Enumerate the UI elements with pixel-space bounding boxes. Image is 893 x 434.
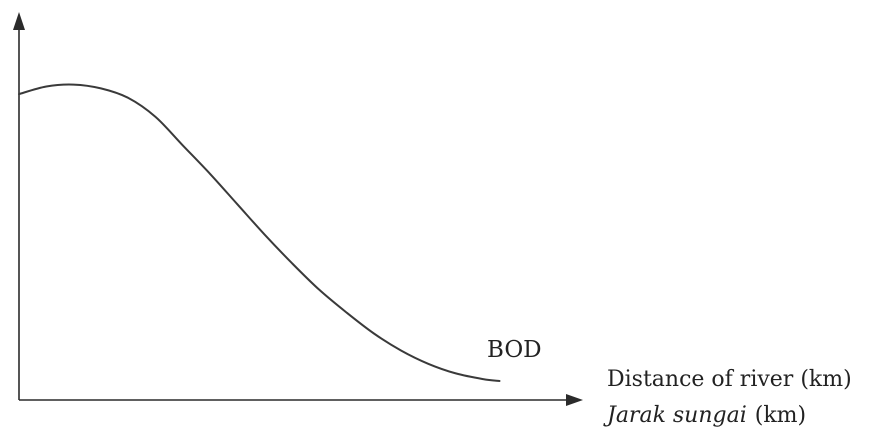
series-line-bod	[18, 83, 501, 382]
x-axis-label: Distance of river (km)	[607, 367, 852, 392]
series-label-bod: BOD	[487, 337, 542, 363]
x-axis-label-malay-text: Jarak sungai	[603, 403, 747, 428]
series-layer	[18, 83, 501, 382]
x-axis-label-malay: Jarak sungai (km)	[603, 403, 806, 428]
x-axis-arrow	[566, 394, 583, 406]
y-axis-arrow	[13, 12, 25, 30]
x-axis-label-malay-unit: (km)	[755, 403, 806, 428]
